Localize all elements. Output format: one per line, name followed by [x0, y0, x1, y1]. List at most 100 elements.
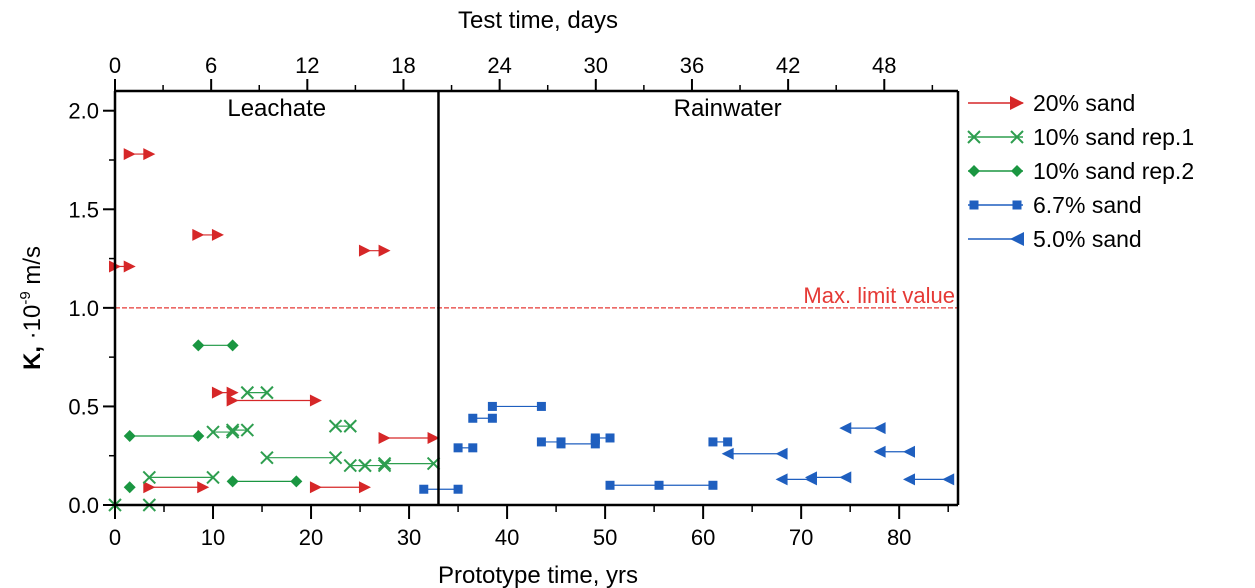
legend-label-4: 5.0% sand	[1033, 226, 1142, 252]
series-3-point-1-start	[453, 443, 463, 453]
y-axis-title-rest: ·10	[19, 305, 46, 346]
legend-item-4: 5.0% sand	[968, 226, 1142, 252]
series-1-point-4-end-stroke-b	[260, 385, 274, 400]
x2-tick-label-3: 18	[391, 53, 415, 78]
series-0-point-7-start	[143, 481, 156, 494]
x2-tick-label-0: 0	[109, 53, 121, 78]
x-tick-label-5: 50	[593, 525, 617, 550]
series-1-point-8-start-stroke-b	[358, 458, 372, 473]
top-axis-title: Test time, days	[458, 7, 618, 34]
series-4-point-2-end	[839, 471, 852, 484]
y-tick-label-2: 1.0	[68, 296, 99, 321]
series-0-point-2-end	[211, 228, 224, 241]
series-0-point-8-start	[309, 481, 322, 494]
legend-marker-4-end	[1010, 232, 1024, 246]
series-2-point-2-end	[226, 339, 239, 352]
series-0-point-0-end	[123, 260, 136, 273]
series-3-point-3-end	[536, 401, 546, 411]
series-3-point-1-end	[468, 443, 478, 453]
series-1-point-7-start	[343, 458, 357, 473]
legend-marker-1-start	[967, 130, 981, 144]
series-1-point-2-end	[225, 425, 240, 439]
series-1-point-2-end-stroke-b	[225, 425, 240, 439]
series-1-point-3-end-stroke-b	[240, 423, 255, 437]
x-tick-label-2: 20	[299, 525, 323, 550]
legend-marker-3-start	[969, 200, 979, 210]
series-1-point-4-end	[260, 385, 274, 400]
series-1-point-2-start-stroke-b	[206, 425, 220, 439]
series-4-point-0-end	[775, 447, 788, 460]
axes-layer: 0 10 20 30 40 50 60 70 80 0 6 12 18 24 30 36 42 48 0.0 0.5 1…	[68, 53, 960, 550]
series-0-point-1-start	[123, 148, 136, 161]
series-3-extra-point-1	[590, 435, 600, 445]
series-0-point-6-end	[427, 431, 440, 444]
series-0-point-5-start	[226, 394, 239, 407]
series-4-point-4-end	[902, 445, 915, 458]
series-0-point-3-end	[378, 244, 391, 257]
legend: 20% sand 10% sand rep.1 10% sand rep.2 6.7%…	[967, 90, 1194, 252]
series-1-point-7-start-stroke-b	[343, 458, 357, 473]
series-2-point-1-start	[123, 430, 136, 442]
y-axis-title-unit: m/s	[19, 246, 46, 291]
series-3-point-0-start	[419, 484, 429, 494]
series-1-point-9-start-stroke-b	[377, 456, 392, 471]
legend-label-1: 10% sand rep.1	[1033, 124, 1194, 150]
series-0-point-4-start	[211, 386, 224, 399]
series-1-point-5-start-stroke-b	[260, 450, 274, 465]
y-tick-label-0: 0.0	[68, 493, 99, 518]
series-1-point-6-end-stroke-b	[343, 419, 357, 433]
series-4-point-3-end	[873, 422, 886, 435]
series-1-point-2-start	[206, 425, 220, 439]
series-3-point-2-start	[468, 413, 478, 423]
x2-tick-label-1: 6	[205, 53, 217, 78]
series-3-point-5-start	[556, 439, 566, 449]
series-0-point-7-end	[197, 481, 210, 494]
limit-layer: Max. limit value	[115, 283, 958, 309]
series-3-point-2-end	[487, 413, 497, 423]
series-3-point-0-end	[453, 484, 463, 494]
series-1-point-5-end-stroke-b	[328, 450, 343, 465]
legend-label-2: 10% sand rep.2	[1033, 158, 1194, 184]
legend-marker-0-end	[1010, 96, 1024, 110]
x2-tick-label-8: 48	[872, 53, 896, 78]
x-tick-label-7: 70	[789, 525, 813, 550]
series-0-point-5-end	[309, 394, 322, 407]
series-4-point-3-start	[839, 422, 852, 435]
region-label-1: Rainwater	[674, 95, 782, 122]
series-0-point-8-end	[358, 481, 371, 494]
legend-item-1: 10% sand rep.1	[967, 124, 1194, 150]
series-1-point-1-end-stroke-b	[206, 470, 220, 485]
series-1-point-9-start	[377, 456, 392, 471]
series-4-point-1-start	[775, 473, 788, 486]
legend-label-3: 6.7% sand	[1033, 192, 1142, 218]
series-1-point-8-end-stroke-b	[377, 458, 392, 473]
series-layer	[108, 148, 955, 512]
x-tick-label-3: 30	[397, 525, 421, 550]
series-1-point-4-start-stroke-b	[240, 385, 255, 400]
series-1-point-1-start	[142, 470, 157, 485]
y-tick-label-4: 2.0	[68, 99, 99, 124]
series-1-point-5-end	[328, 450, 343, 465]
series-0-point-1-end	[143, 148, 156, 161]
x-axis-title: Prototype time, yrs	[438, 562, 638, 588]
series-3-point-8-start	[708, 437, 718, 447]
legend-item-2: 10% sand rep.2	[968, 158, 1194, 184]
series-0-point-6-start	[378, 431, 391, 444]
legend-item-0: 20% sand	[968, 90, 1135, 116]
series-1	[108, 385, 441, 512]
series-3-point-8-end	[723, 437, 733, 447]
series-3-point-7-end	[708, 480, 718, 490]
series-1-point-1-start-stroke-b	[142, 470, 157, 485]
series-4	[721, 422, 955, 486]
x-tick-label-4: 40	[495, 525, 519, 550]
series-4-point-5-start	[902, 473, 915, 486]
x-tick-label-0: 0	[109, 525, 121, 550]
series-0-point-2-start	[192, 228, 205, 241]
series-1-point-6-start	[328, 419, 343, 433]
limit-label: Max. limit value	[803, 283, 955, 308]
series-1-point-3-start-stroke-b	[225, 423, 240, 437]
region-label-0: Leachate	[227, 95, 326, 122]
series-3-point-7-start	[605, 480, 615, 490]
legend-marker-1-end-stroke-b	[1010, 130, 1024, 144]
